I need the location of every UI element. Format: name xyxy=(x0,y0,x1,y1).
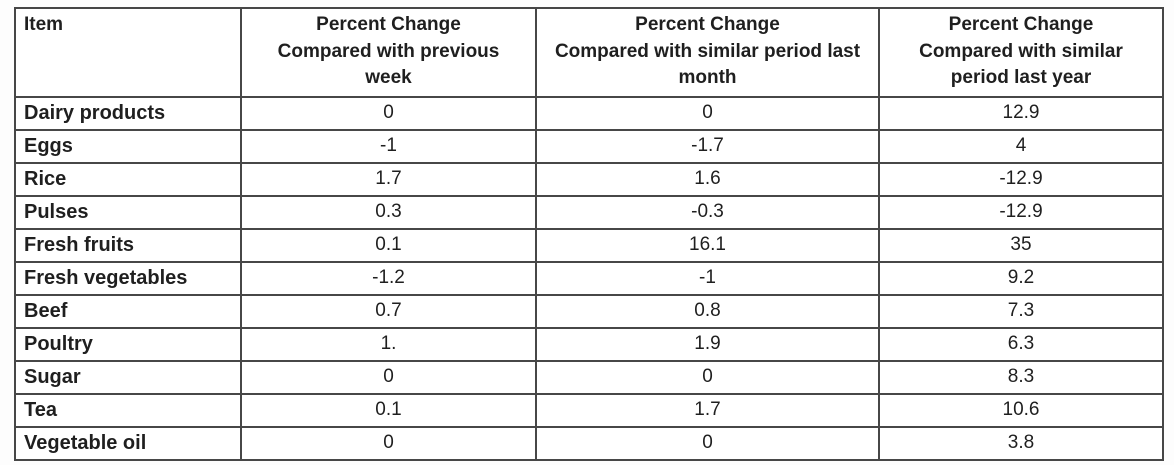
table-row: Pulses 0.3 -0.3 -12.9 xyxy=(14,194,1164,230)
week-cell: 0.7 xyxy=(240,293,537,329)
year-cell: 10.6 xyxy=(878,392,1164,428)
week-cell: 0.3 xyxy=(240,194,537,230)
week-cell: 1. xyxy=(240,326,537,362)
year-cell: 12.9 xyxy=(878,95,1164,131)
table-row: Dairy products 0 0 12.9 xyxy=(14,95,1164,131)
year-cell: -12.9 xyxy=(878,194,1164,230)
year-cell: 9.2 xyxy=(878,260,1164,296)
item-cell: Fresh fruits xyxy=(14,227,242,263)
item-cell: Poultry xyxy=(14,326,242,362)
table-row: Poultry 1. 1.9 6.3 xyxy=(14,326,1164,362)
week-cell: 0.1 xyxy=(240,392,537,428)
week-cell: 0.1 xyxy=(240,227,537,263)
table-row: Tea 0.1 1.7 10.6 xyxy=(14,392,1164,428)
week-cell: -1 xyxy=(240,128,537,164)
month-cell: 1.9 xyxy=(535,326,880,362)
month-cell: 1.6 xyxy=(535,161,880,197)
month-cell: 16.1 xyxy=(535,227,880,263)
column-header-item: Item xyxy=(14,7,242,98)
table-row: Eggs -1 -1.7 4 xyxy=(14,128,1164,164)
year-cell: 6.3 xyxy=(878,326,1164,362)
month-cell: 0 xyxy=(535,425,880,461)
year-cell: 3.8 xyxy=(878,425,1164,461)
week-cell: -1.2 xyxy=(240,260,537,296)
month-cell: 0 xyxy=(535,95,880,131)
table-header-row: Item Percent Change Compared with previo… xyxy=(14,7,1164,98)
table-row: Fresh vegetables -1.2 -1 9.2 xyxy=(14,260,1164,296)
column-header-year: Percent Change Compared with similar per… xyxy=(878,7,1164,98)
week-cell: 0 xyxy=(240,359,537,395)
year-cell: 8.3 xyxy=(878,359,1164,395)
month-cell: -0.3 xyxy=(535,194,880,230)
column-header-month: Percent Change Compared with similar per… xyxy=(535,7,880,98)
item-cell: Eggs xyxy=(14,128,242,164)
table-row: Rice 1.7 1.6 -12.9 xyxy=(14,161,1164,197)
week-cell: 1.7 xyxy=(240,161,537,197)
month-cell: 0 xyxy=(535,359,880,395)
column-header-week: Percent Change Compared with previous we… xyxy=(240,7,537,98)
item-cell: Sugar xyxy=(14,359,242,395)
table-row: Beef 0.7 0.8 7.3 xyxy=(14,293,1164,329)
year-cell: 35 xyxy=(878,227,1164,263)
item-cell: Fresh vegetables xyxy=(14,260,242,296)
percent-change-table: Item Percent Change Compared with previo… xyxy=(14,7,1164,461)
year-cell: 4 xyxy=(878,128,1164,164)
year-cell: 7.3 xyxy=(878,293,1164,329)
week-cell: 0 xyxy=(240,425,537,461)
item-cell: Dairy products xyxy=(14,95,242,131)
table-row: Fresh fruits 0.1 16.1 35 xyxy=(14,227,1164,263)
month-cell: 1.7 xyxy=(535,392,880,428)
week-cell: 0 xyxy=(240,95,537,131)
month-cell: -1 xyxy=(535,260,880,296)
item-cell: Rice xyxy=(14,161,242,197)
item-cell: Beef xyxy=(14,293,242,329)
month-cell: -1.7 xyxy=(535,128,880,164)
year-cell: -12.9 xyxy=(878,161,1164,197)
table-row: Sugar 0 0 8.3 xyxy=(14,359,1164,395)
month-cell: 0.8 xyxy=(535,293,880,329)
item-cell: Tea xyxy=(14,392,242,428)
table-row: Vegetable oil 0 0 3.8 xyxy=(14,425,1164,461)
item-cell: Vegetable oil xyxy=(14,425,242,461)
item-cell: Pulses xyxy=(14,194,242,230)
